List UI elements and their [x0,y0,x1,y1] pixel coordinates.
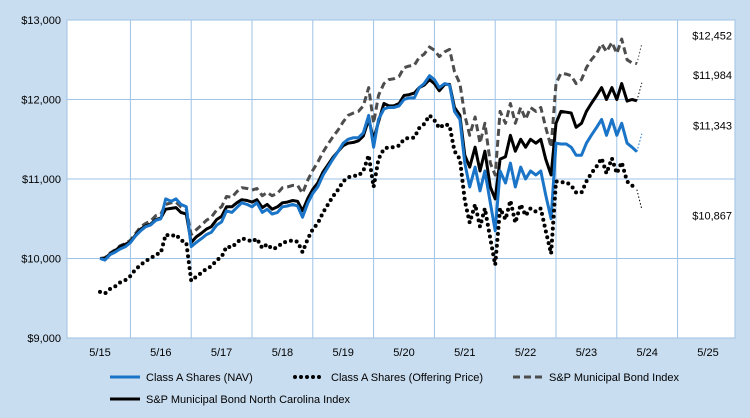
legend-label-sandp-municipal-bond-north-carolina-index: S&P Municipal Bond North Carolina Index [146,394,351,406]
x-tick-label: 5/15 [89,347,110,359]
x-tick-label: 5/20 [393,347,414,359]
x-tick-label: 5/23 [576,347,597,359]
y-axis: $9,000 $10,000 $11,000 $12,000 $13,000 [21,15,61,345]
legend-label-class-a-shares-offering-price: Class A Shares (Offering Price) [331,372,483,384]
y-tick-label: $13,000 [21,15,61,27]
end-label-sandp-municipal-bond-north-carolina-index: $11,984 [693,70,732,82]
end-label-sandp-municipal-bond-index: $12,452 [692,31,732,43]
y-tick-label: $9,000 [27,333,61,345]
x-tick-label: 5/19 [332,347,353,359]
series-layer [98,37,639,296]
series-line-sandp-municipal-bond-index [99,37,638,260]
legend-label-sandp-municipal-bond-index: S&P Municipal Bond Index [549,372,680,384]
x-tick-label: 5/25 [697,347,718,359]
x-axis: 5/15 5/16 5/17 5/18 5/19 5/20 5/21 5/22 5/23 5/24… [89,347,718,359]
x-tick-label: 5/16 [150,347,171,359]
x-tick-label: 5/21 [454,347,475,359]
end-labels: $11,343 $10,867 $12,452 $11,984 [636,31,732,223]
series-line-class-a-shares-nav [99,74,638,262]
legend-label-class-a-shares-nav: Class A Shares (NAV) [146,372,253,384]
x-tick-label: 5/17 [211,347,232,359]
legend: Class A Shares (NAV) Class A Shares (Offe… [110,372,680,406]
x-tick-label: 5/24 [636,347,657,359]
x-tick-label: 5/18 [272,347,293,359]
y-tick-label: $11,000 [22,174,61,186]
end-label-class-a-shares-offering-price: $10,867 [692,211,732,223]
end-label-class-a-shares-nav: $11,343 [693,121,732,133]
y-tick-label: $12,000 [21,95,61,107]
series-line-class-a-shares-offering-price [98,113,639,296]
x-tick-label: 5/22 [515,347,536,359]
y-tick-label: $10,000 [21,254,61,266]
